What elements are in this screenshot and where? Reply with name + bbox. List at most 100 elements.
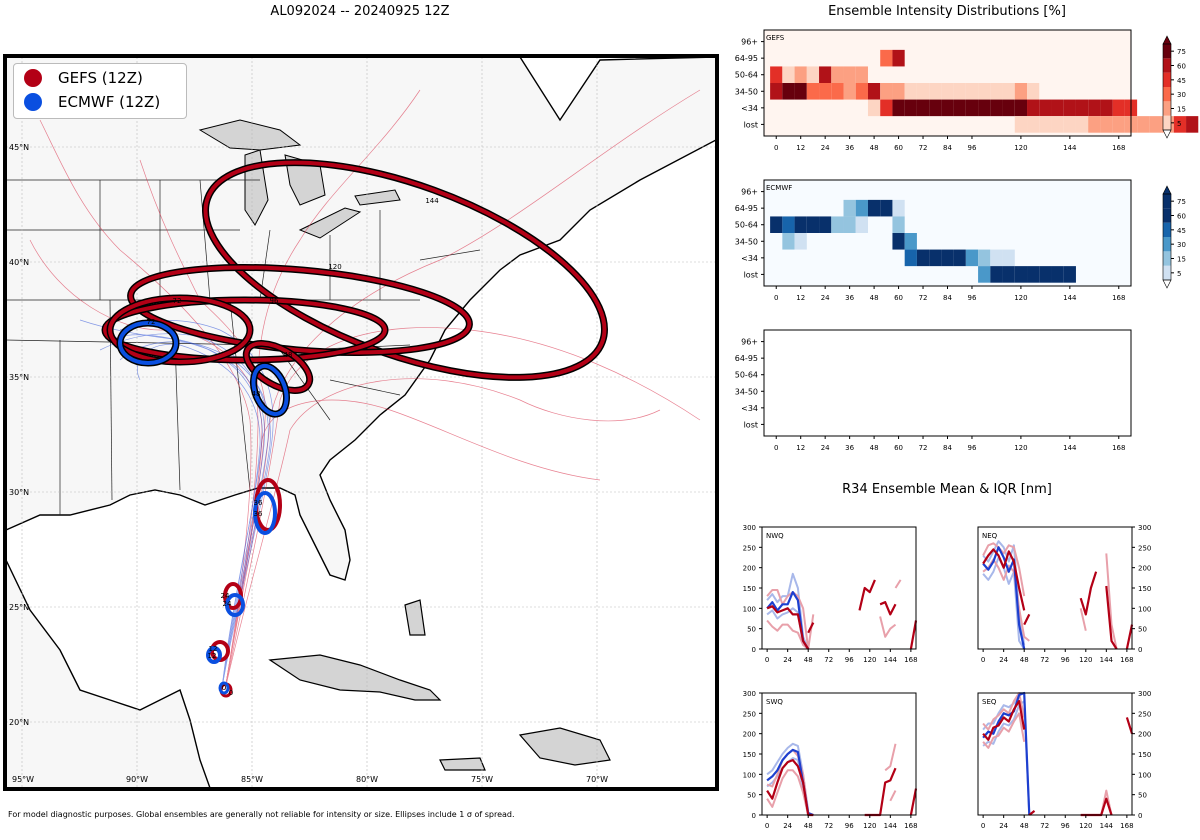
heatmap-model-label: ECMWF xyxy=(766,184,792,192)
r34-x-label: 120 xyxy=(863,822,876,830)
heatmap-cell xyxy=(880,83,893,100)
heatmap-cell xyxy=(929,83,942,100)
r34-x-label: 96 xyxy=(845,656,854,664)
heatmap-x-label: 36 xyxy=(845,144,854,152)
colorbar-label: 75 xyxy=(1177,198,1186,206)
heatmap-cell xyxy=(867,83,881,100)
heatmap-cell xyxy=(1051,99,1064,117)
r34-x-label: 96 xyxy=(1061,656,1070,664)
r34-x-label: 144 xyxy=(884,822,898,830)
heatmap-row-label: 50-64 xyxy=(735,71,758,80)
heatmap-cell xyxy=(892,233,905,250)
r34-x-label: 24 xyxy=(783,822,792,830)
heatmap-cell xyxy=(916,249,930,267)
ecmwf-label-48: 48 xyxy=(252,390,261,398)
heatmap-cell xyxy=(904,233,917,250)
r34-line-gefs-mean xyxy=(1079,571,1098,616)
r34-y-label: 0 xyxy=(752,646,756,654)
r34-y-label: 150 xyxy=(1138,585,1151,593)
heatmap-cell xyxy=(965,249,979,267)
heatmap-cell xyxy=(1088,116,1101,133)
r34-x-label: 72 xyxy=(1040,822,1049,830)
heatmap-cell xyxy=(1112,116,1125,133)
colorbar-segment xyxy=(1163,115,1171,130)
legend-swatch-ecmwf xyxy=(24,93,42,111)
r34-x-label: 0 xyxy=(981,656,985,664)
heatmap-row-label: <34 xyxy=(741,104,758,113)
colorbar-min-arrow xyxy=(1162,129,1172,139)
heatmap-cell xyxy=(990,83,1003,100)
r34-x-label: 144 xyxy=(1100,822,1114,830)
heatmap-x-label: 12 xyxy=(796,144,805,152)
r34-y-label: 100 xyxy=(1138,771,1151,779)
r34-x-label: 48 xyxy=(1020,822,1029,830)
heatmap-cell xyxy=(806,216,820,233)
heatmap-x-label: 72 xyxy=(919,294,928,302)
lat-label-25: 25°N xyxy=(9,603,29,612)
heatmap-cell xyxy=(1149,116,1162,133)
r34-line-gefs-iqr xyxy=(766,769,810,816)
heatmap-cell xyxy=(916,99,930,117)
heatmap-cell xyxy=(1027,83,1040,100)
r34-y-label: 200 xyxy=(1138,565,1151,573)
heatmap-cell xyxy=(1063,116,1076,133)
r34-line-gefs-mean xyxy=(1023,613,1031,626)
heatmap-x-label: 72 xyxy=(919,144,928,152)
r34-x-label: 48 xyxy=(1020,656,1029,664)
heatmap-cell xyxy=(990,99,1003,117)
heatmap-x-label: 144 xyxy=(1063,444,1077,452)
r34-x-label: 96 xyxy=(845,822,854,830)
heatmap-cell xyxy=(1014,83,1028,100)
heatmap-cell xyxy=(806,66,820,83)
r34-y-label: 50 xyxy=(747,792,756,800)
colorbar-label: 45 xyxy=(1177,77,1186,85)
r34-y-label: 200 xyxy=(743,565,756,573)
lon-label-80: 80°W xyxy=(356,775,378,784)
gefs-label-12: 12 xyxy=(208,652,217,660)
heatmap-x-label: 24 xyxy=(821,144,830,152)
heatmap-cell xyxy=(929,249,942,267)
colorbar-frame xyxy=(1162,193,1172,281)
lat-label-20: 20°N xyxy=(9,718,29,727)
gefs-label-24: 24 xyxy=(221,592,230,600)
heatmap-cell xyxy=(953,249,966,267)
heatmap-cell xyxy=(965,83,979,100)
r34-y-label: 150 xyxy=(1138,751,1151,759)
heatmap-cell xyxy=(904,99,917,117)
r34-line-gefs-mean xyxy=(766,759,814,817)
heatmap-cell xyxy=(782,83,795,100)
r34-x-label: 24 xyxy=(783,656,792,664)
ecmwf-label-72: 72 xyxy=(147,318,156,326)
heatmap-row-label: <34 xyxy=(741,404,758,413)
heatmap-empty: 96+ 64-95 50-64 34-50 <34 lost 0 12 24 36 48 60 72 84… xyxy=(735,329,1132,452)
heatmap-cell xyxy=(794,233,807,250)
r34-line-gefs-mean xyxy=(858,579,876,611)
heatmap-row-label: 64-95 xyxy=(735,54,758,63)
legend-item-ecmwf: ECMWF (12Z) xyxy=(24,91,160,113)
heatmap-x-label: 168 xyxy=(1112,144,1125,152)
r34-x-label: 72 xyxy=(1040,656,1049,664)
r34-y-label: 200 xyxy=(1138,731,1151,739)
map-legend: GEFS (12Z) ECMWF (12Z) xyxy=(13,63,187,119)
r34-chart-seq: 0 50 100 150 200 250 300 0 24 48 72 96 120 144 168 SEQ xyxy=(977,690,1151,830)
heatmap-cell xyxy=(978,266,991,283)
heatmap-cell xyxy=(916,83,930,100)
heatmap-x-label: 60 xyxy=(894,144,903,152)
r34-line-gefs-iqr xyxy=(889,790,897,802)
map-frame xyxy=(3,54,719,791)
r34-line-gefs-mean xyxy=(879,601,897,616)
r34-y-label: 250 xyxy=(743,710,756,718)
colorbar-segment xyxy=(1163,87,1171,102)
heatmap-x-label: 0 xyxy=(774,444,778,452)
colorbar-label: 75 xyxy=(1177,48,1186,56)
legend-label-gefs: GEFS (12Z) xyxy=(58,69,143,87)
r34-line-gefs-iqr xyxy=(982,692,1026,731)
r34-line-gefs-iqr xyxy=(982,712,1026,749)
heatmap-cell xyxy=(978,249,991,267)
r34-y-label: 250 xyxy=(1138,544,1151,552)
r34-line-gefs-iqr xyxy=(1105,553,1118,650)
heatmap-x-label: 84 xyxy=(943,144,952,152)
heatmap-cell xyxy=(819,66,832,83)
r34-y-label: 150 xyxy=(743,751,756,759)
ecmwf-ellipse-36h xyxy=(253,491,277,535)
